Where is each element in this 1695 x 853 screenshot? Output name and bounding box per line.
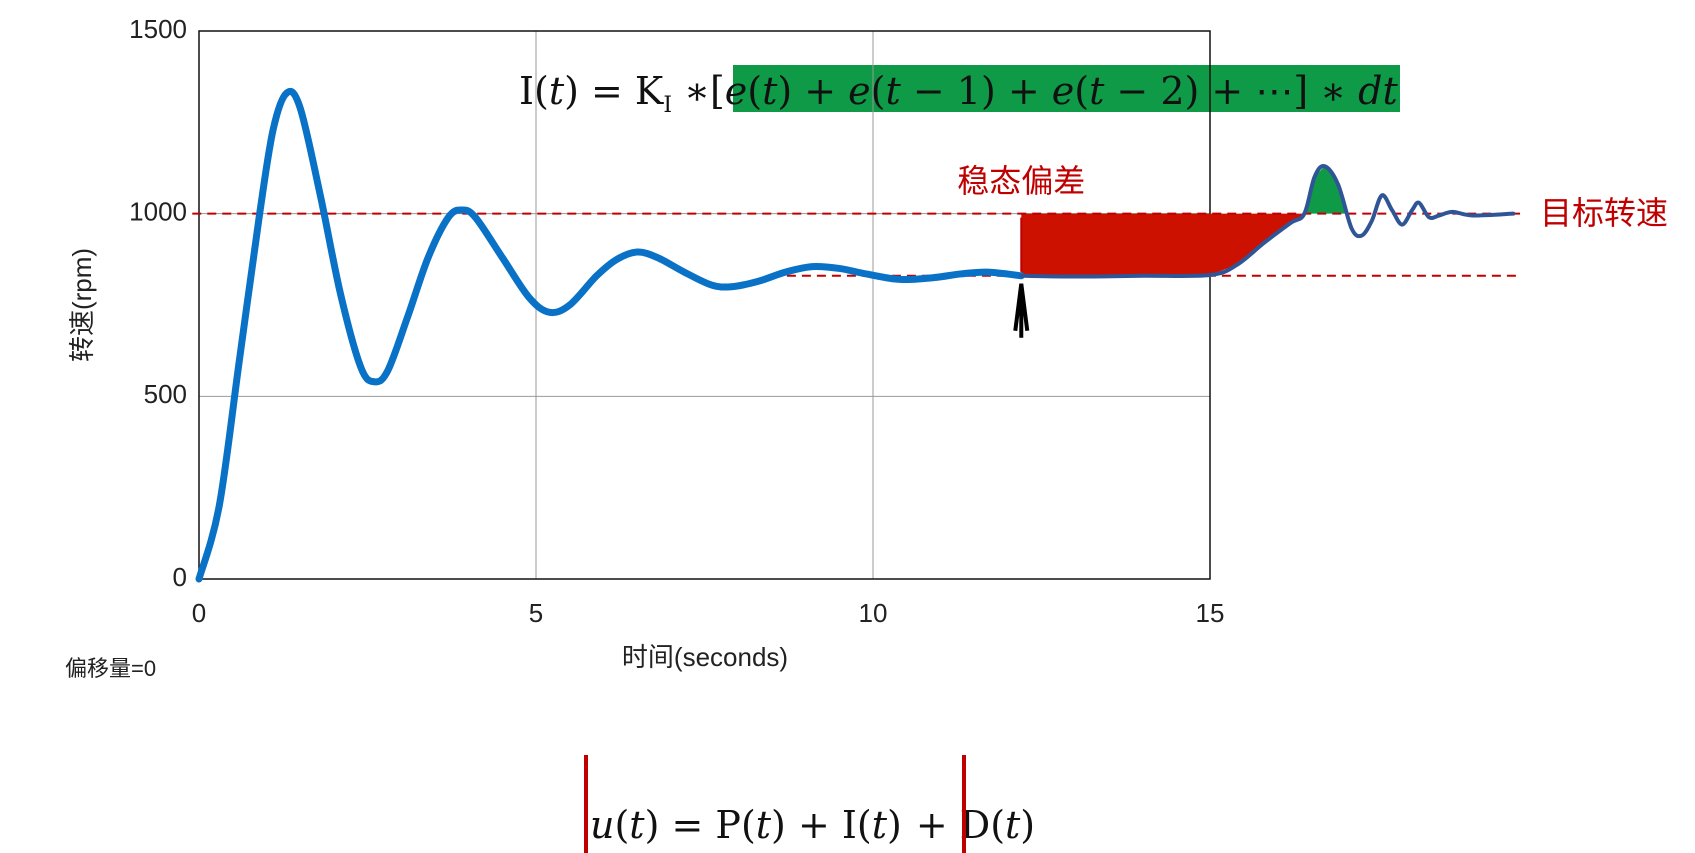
x-tick-label: 5 [529,598,543,628]
formula-part: ∗ [672,69,710,113]
annotation: 目标转速 [1540,195,1668,231]
line-series [195,87,1025,583]
annotation: 稳态偏差 [957,163,1085,199]
formula-sum: [𝑒(𝑡) + 𝑒(𝑡 − 1) + 𝑒(𝑡 − 2) + ⋯] [710,69,1308,113]
x-tick-label: 10 [859,598,888,628]
y-tick-label: 1500 [129,14,187,44]
formula-pid: 𝑢(𝑡) = P(𝑡) + I(𝑡) + D(𝑡) [590,803,1035,847]
note: 偏移量=0 [65,656,156,681]
formula-part: ∗ 𝑑𝑡 [1308,69,1398,113]
formula-part: + D(𝑡) [916,803,1035,847]
formula-sub: I [663,93,672,118]
y-axis-title: 转速(rpm) [67,248,97,362]
y-tick-label: 0 [173,562,187,592]
x-axis-title: 时间(seconds) [622,642,788,672]
arrow-head [1013,283,1030,338]
formula-integral: I(𝑡) = KI ∗[𝑒(𝑡) + 𝑒(𝑡 − 1) + 𝑒(𝑡 − 2) +… [519,69,1398,118]
plot [192,30,1521,583]
formula-boxed: 𝑢(𝑡) = P(𝑡) + I(𝑡) [590,803,902,847]
x-tick-label: 15 [1196,598,1225,628]
below-target-area [1021,213,1305,277]
formula-highlight [733,65,1400,112]
plot-frame [198,30,1211,580]
y-tick-label: 1000 [129,197,187,227]
x-tick-label: 0 [192,598,206,628]
line-series [1019,163,1516,279]
y-tick-label: 500 [144,379,187,409]
formula-part: I(𝑡) = K [519,69,664,113]
